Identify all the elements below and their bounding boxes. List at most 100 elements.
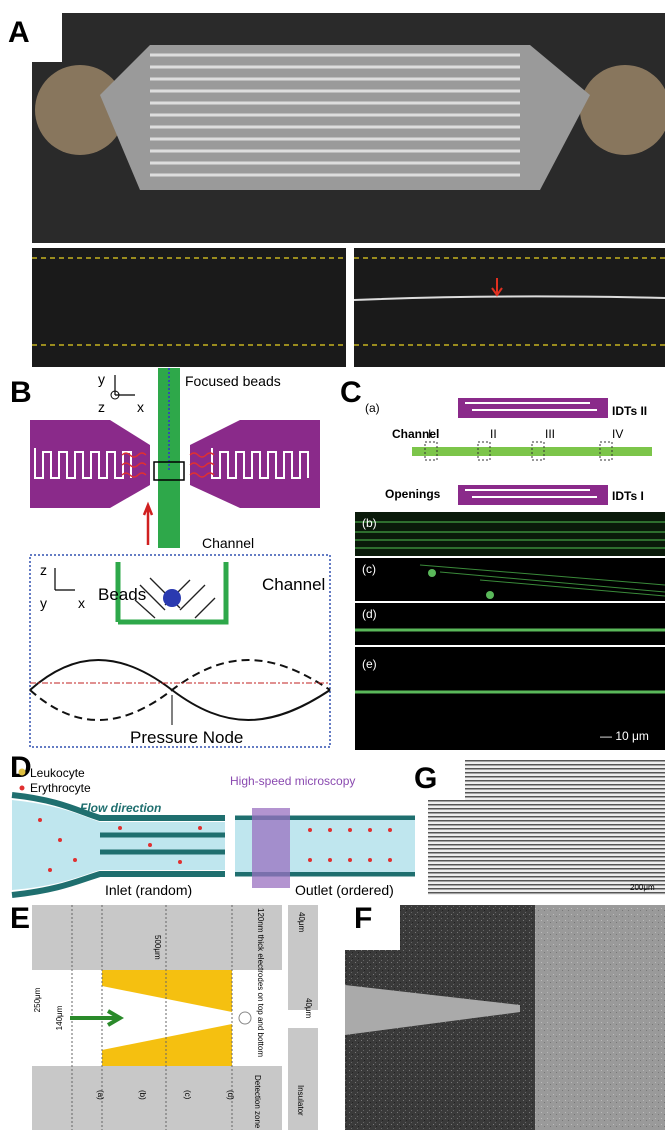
- inlet: [12, 800, 225, 890]
- channel: [412, 447, 652, 456]
- label: Detection zone: [253, 1075, 262, 1129]
- panel-d: D Leukocyte Erythrocyte High-speed micro…: [10, 751, 415, 898]
- panel-b: B y z x IDTs Focused beads Channel: [10, 368, 331, 748]
- axis-label: y: [98, 371, 105, 387]
- focused-stream: [353, 295, 665, 301]
- label: High-speed microscopy: [230, 774, 355, 788]
- label: Beads: [98, 585, 146, 604]
- panel-label: D: [10, 751, 32, 784]
- dimension: 140μm: [55, 1005, 64, 1030]
- strip-label: (c): [362, 562, 376, 576]
- bead: [163, 589, 181, 607]
- image: [535, 905, 665, 1130]
- image: [355, 603, 665, 645]
- label: Pressure Node: [130, 728, 243, 747]
- strip-label: (d): [362, 607, 377, 621]
- label: Channel: [202, 535, 254, 551]
- electrodes: [150, 53, 520, 177]
- section-label: (b): [138, 1090, 147, 1100]
- label: Channel: [392, 427, 439, 441]
- axis-label: z: [40, 562, 47, 578]
- flow-arrow: [70, 1009, 124, 1027]
- chip: [100, 45, 590, 190]
- panel-label: B: [10, 376, 32, 409]
- scale-bar: — 10 μm: [600, 729, 649, 743]
- arrow: [491, 278, 503, 297]
- dimension: 40μm: [297, 912, 306, 933]
- fingers: [34, 448, 309, 479]
- erythrocytes: [38, 818, 392, 872]
- label: Insulator: [296, 1085, 305, 1116]
- flow-arrow: [142, 501, 154, 545]
- panel-label: A: [8, 16, 30, 49]
- panel-c: C (a) Channel IDTs II I II III IV Openin…: [340, 376, 665, 750]
- panel-f: F: [345, 902, 665, 1130]
- zone-label: III: [545, 427, 555, 441]
- image: [428, 760, 665, 895]
- electrode: [102, 970, 232, 1066]
- connector: [580, 65, 665, 155]
- label: 120nm thick electrodes on top and bottom: [256, 908, 265, 1057]
- channel-walls: [32, 257, 665, 346]
- channel: [345, 985, 520, 1035]
- zone-label: II: [490, 427, 497, 441]
- label: Focused beads: [185, 373, 281, 389]
- label: Channel: [262, 575, 325, 594]
- idts-label: IDTs: [45, 399, 75, 415]
- axis-label: x: [78, 595, 85, 611]
- label: IDTs I: [612, 489, 644, 503]
- fingers: [465, 402, 597, 498]
- legend-label: Leukocyte: [30, 766, 85, 780]
- image: [355, 558, 665, 601]
- panel-g: G 200μm: [414, 760, 665, 895]
- idt: [458, 398, 608, 418]
- panel-label: E: [10, 902, 30, 935]
- label: (a): [365, 401, 380, 415]
- panel-label: C: [340, 376, 362, 409]
- label: IDTs II: [612, 404, 647, 418]
- strip-label: (e): [362, 657, 377, 671]
- erythrocyte-key: [19, 785, 25, 791]
- zone-label: IV: [612, 427, 623, 441]
- waves: [121, 452, 215, 478]
- label: Inlet (random): [105, 882, 192, 898]
- streaks: [419, 564, 665, 597]
- axis-label: y: [40, 595, 47, 611]
- leukocyte-key: [18, 768, 26, 776]
- scale-bar: 200μm: [630, 883, 655, 892]
- dimension: 40μm: [304, 998, 313, 1019]
- dimension: 500μm: [153, 935, 162, 960]
- image: [355, 647, 665, 750]
- section-label: (d): [226, 1090, 235, 1100]
- idt: [458, 485, 608, 505]
- streaks: [355, 521, 665, 549]
- section-label: (a): [96, 1090, 105, 1100]
- axes: [114, 375, 135, 396]
- zoom-box: [153, 461, 185, 481]
- connector: [35, 65, 125, 155]
- axis-label: z: [98, 399, 105, 415]
- channel: [115, 562, 229, 625]
- axis-label: x: [137, 399, 144, 415]
- legend-label: Erythrocyte: [30, 781, 91, 795]
- label: Flow direction: [80, 801, 161, 815]
- panel-label: F: [354, 902, 372, 935]
- dimension: 250μm: [33, 987, 42, 1012]
- zone-label: I: [428, 427, 431, 441]
- microscopy-window: [252, 808, 290, 888]
- panel-label: G: [414, 762, 437, 795]
- section-label: (c): [183, 1090, 192, 1100]
- image: [355, 512, 665, 556]
- strip-label: (b): [362, 516, 377, 530]
- axis-out: [110, 390, 120, 400]
- panel-a: A: [8, 13, 665, 367]
- panel-e: E 500μm 120nm thick electrodes on top an…: [10, 902, 318, 1130]
- axes: [54, 568, 75, 591]
- label: Openings: [385, 487, 441, 501]
- wave-dashed: [29, 659, 331, 721]
- idt: [190, 420, 320, 508]
- zones: [424, 441, 613, 461]
- label: Outlet (ordered): [295, 882, 394, 898]
- image: [354, 248, 665, 367]
